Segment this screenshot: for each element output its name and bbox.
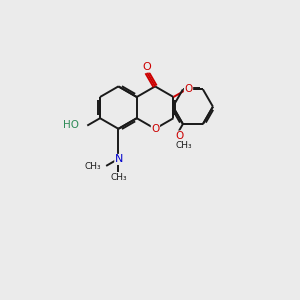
Text: HO: HO <box>63 120 79 130</box>
Text: O: O <box>184 84 193 94</box>
Text: CH₃: CH₃ <box>176 142 192 151</box>
Text: CH₃: CH₃ <box>111 173 127 182</box>
Text: O: O <box>175 131 184 141</box>
Text: O: O <box>142 62 152 72</box>
Text: O: O <box>151 124 160 134</box>
Text: N: N <box>115 154 123 164</box>
Text: CH₃: CH₃ <box>84 162 101 171</box>
